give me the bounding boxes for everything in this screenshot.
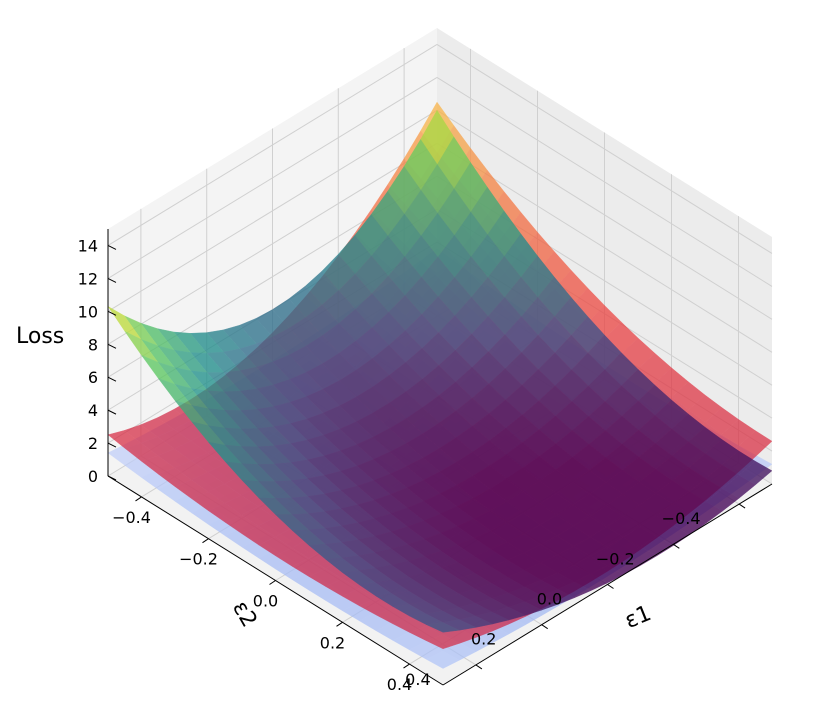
- tick-mark: [107, 475, 117, 481]
- z-tick-label: 8: [88, 335, 98, 354]
- tick-mark: [269, 580, 276, 585]
- grid-line: [107, 142, 438, 345]
- tick-mark: [403, 663, 410, 669]
- z-tick-label: 10: [78, 302, 98, 321]
- grid-line: [107, 44, 438, 246]
- grid-line: [436, 76, 773, 287]
- axes: −0.4 −0.2 0.0 0.2 0.4 −0.4 −0.2 0.0 0.2 0.4 0 2 4 6 8 1…: [78, 229, 773, 694]
- surface-facet: [425, 650, 460, 669]
- tick-mark: [607, 584, 614, 589]
- tick-mark: [475, 664, 483, 670]
- x-tick-label: 0.2: [320, 633, 345, 652]
- y-tick-label: −0.2: [596, 549, 635, 568]
- tick-mark: [107, 409, 117, 415]
- tick-mark: [135, 496, 142, 502]
- grid-line: [107, 109, 438, 312]
- tick-mark: [107, 310, 117, 316]
- tick-mark: [107, 245, 117, 250]
- z-tick-label: 12: [78, 269, 98, 288]
- tick-mark: [107, 343, 117, 349]
- tick-mark: [738, 503, 746, 509]
- tick-mark: [673, 543, 680, 549]
- z-tick-label: 6: [88, 368, 98, 387]
- surface-facet: [425, 634, 460, 650]
- tick-mark: [202, 538, 209, 544]
- tick-mark: [541, 624, 548, 630]
- surfaces: [107, 101, 773, 669]
- x-axis-label: ε1: [621, 601, 654, 634]
- tick-mark: [336, 621, 343, 627]
- x-tick-label: 0.0: [253, 592, 278, 611]
- surface-3: [107, 109, 773, 633]
- tick-mark: [107, 442, 117, 448]
- y-tick-label: 0.4: [405, 670, 430, 689]
- grid-line: [107, 76, 438, 279]
- surface-facet: [425, 622, 461, 633]
- grid-line: [436, 109, 773, 320]
- x-tick-label: 0.4: [387, 675, 412, 694]
- y-tick-label: 0.2: [471, 630, 496, 649]
- grid-line: [436, 44, 773, 254]
- y-tick-label: −0.4: [662, 509, 701, 528]
- x-tick-label: −0.4: [112, 508, 151, 527]
- z-tick-label: 4: [88, 401, 98, 420]
- x-tick-label: −0.2: [179, 550, 218, 569]
- tick-mark: [107, 277, 117, 283]
- z-tick-label: 2: [88, 434, 98, 453]
- tick-mark: [107, 376, 117, 382]
- z-tick-label: 0: [88, 467, 98, 486]
- z-axis-label: Loss: [16, 324, 64, 349]
- y-tick-label: 0.0: [537, 590, 562, 609]
- z-tick-label: 14: [78, 236, 98, 255]
